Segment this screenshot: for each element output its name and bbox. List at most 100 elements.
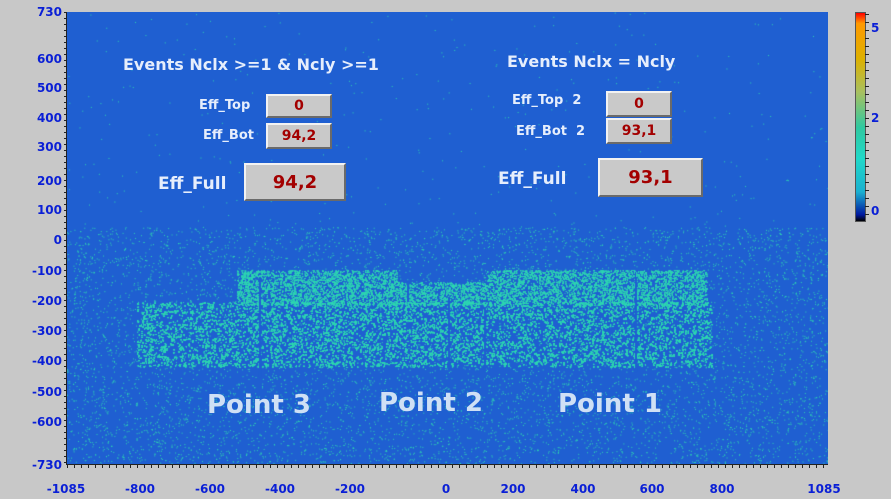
- tick-mark: [592, 465, 593, 468]
- tick-mark: [263, 465, 264, 468]
- tick-mark: [200, 465, 201, 468]
- tick-mark: [64, 432, 67, 433]
- tick-mark: [354, 465, 355, 468]
- tick-mark: [64, 144, 67, 145]
- left-eff-full-label: Eff_Full: [158, 174, 227, 194]
- x-tick-label: 400: [570, 482, 596, 496]
- tick-mark: [109, 465, 110, 468]
- tick-mark: [403, 465, 404, 468]
- tick-mark: [522, 465, 523, 468]
- tick-mark: [64, 264, 67, 265]
- tick-mark: [438, 465, 439, 468]
- tick-mark: [445, 465, 446, 468]
- color-scale-tick: [865, 214, 869, 215]
- tick-mark: [172, 465, 173, 468]
- tick-mark: [64, 24, 67, 25]
- tick-mark: [235, 465, 236, 468]
- color-scale-tick: [865, 86, 869, 87]
- color-scale-tick: [865, 78, 869, 79]
- tick-mark: [64, 426, 67, 427]
- color-scale-label: 2: [871, 111, 880, 125]
- tick-mark: [634, 465, 635, 468]
- tick-mark: [375, 465, 376, 468]
- tick-mark: [816, 465, 817, 468]
- y-tick-label: 300: [36, 140, 62, 154]
- tick-mark: [64, 294, 67, 295]
- tick-mark: [333, 465, 334, 468]
- x-tick-label: -1085: [46, 482, 86, 496]
- tick-mark: [74, 465, 75, 468]
- tick-mark: [64, 390, 67, 391]
- tick-mark: [676, 465, 677, 468]
- color-scale-bar: [855, 12, 866, 222]
- tick-mark: [123, 465, 124, 468]
- tick-mark: [228, 465, 229, 468]
- tick-mark: [64, 330, 67, 331]
- tick-mark: [64, 42, 67, 43]
- tick-mark: [64, 108, 67, 109]
- tick-mark: [102, 465, 103, 468]
- tick-mark: [389, 465, 390, 468]
- point-2-label: Point 2: [379, 388, 483, 418]
- x-tick-label: -400: [264, 482, 296, 496]
- tick-mark: [774, 465, 775, 468]
- y-tick-label: 400: [36, 111, 62, 125]
- tick-mark: [64, 372, 67, 373]
- x-tick-label: -600: [194, 482, 226, 496]
- tick-mark: [64, 126, 67, 127]
- tick-mark: [64, 12, 67, 13]
- x-tick-label: -200: [334, 482, 366, 496]
- tick-mark: [277, 465, 278, 468]
- tick-mark: [64, 282, 67, 283]
- tick-mark: [718, 465, 719, 468]
- tick-mark: [64, 30, 67, 31]
- tick-mark: [64, 336, 67, 337]
- tick-mark: [64, 54, 67, 55]
- tick-mark: [571, 465, 572, 468]
- tick-mark: [64, 258, 67, 259]
- tick-mark: [746, 465, 747, 468]
- tick-mark: [64, 234, 67, 235]
- tick-mark: [326, 465, 327, 468]
- tick-mark: [606, 465, 607, 468]
- tick-mark: [165, 465, 166, 468]
- tick-mark: [221, 465, 222, 468]
- tick-mark: [64, 348, 67, 349]
- tick-mark: [641, 465, 642, 468]
- tick-mark: [298, 465, 299, 468]
- tick-mark: [319, 465, 320, 468]
- tick-mark: [64, 402, 67, 403]
- x-tick-label: 200: [500, 482, 526, 496]
- left-eff-bot-value: 94,2: [266, 123, 332, 149]
- color-scale-tick: [865, 182, 869, 183]
- tick-mark: [64, 138, 67, 139]
- tick-mark: [137, 465, 138, 468]
- color-scale-tick: [865, 142, 869, 143]
- tick-mark: [431, 465, 432, 468]
- tick-mark: [620, 465, 621, 468]
- tick-mark: [64, 366, 67, 367]
- tick-mark: [767, 465, 768, 468]
- color-scale-tick: [865, 102, 869, 103]
- tick-mark: [151, 465, 152, 468]
- y-tick-label: 730: [36, 5, 62, 19]
- tick-mark: [802, 465, 803, 468]
- tick-mark: [64, 360, 67, 361]
- color-scale-label: 0: [871, 204, 880, 218]
- tick-mark: [64, 48, 67, 49]
- tick-mark: [753, 465, 754, 468]
- tick-mark: [557, 465, 558, 468]
- tick-mark: [347, 465, 348, 468]
- tick-mark: [543, 465, 544, 468]
- color-scale-tick: [865, 150, 869, 151]
- tick-mark: [655, 465, 656, 468]
- tick-mark: [473, 465, 474, 468]
- right-eff-full-value: 93,1: [598, 158, 703, 197]
- tick-mark: [417, 465, 418, 468]
- tick-mark: [64, 456, 67, 457]
- tick-mark: [64, 342, 67, 343]
- hitmap-plot[interactable]: Events Nclx >=1 & Ncly >=1 Eff_Top 0 Eff…: [67, 12, 828, 464]
- tick-mark: [64, 60, 67, 61]
- tick-mark: [64, 228, 67, 229]
- y-tick-label: 600: [36, 52, 62, 66]
